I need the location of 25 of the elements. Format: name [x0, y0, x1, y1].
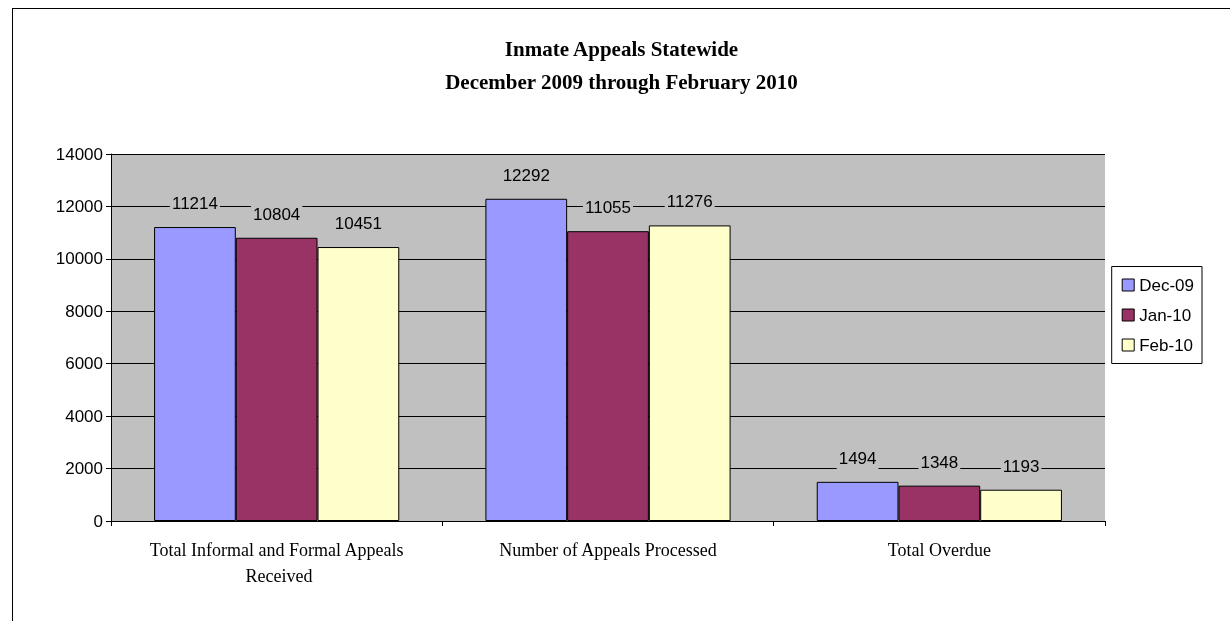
legend-label: Dec-09 — [1139, 275, 1195, 295]
data-label: 11214 — [171, 194, 218, 214]
y-tick-label: 0 — [93, 511, 103, 531]
data-label: 10804 — [253, 204, 301, 224]
y-tick-label: 8000 — [65, 301, 103, 321]
chart-title: Inmate Appeals Statewide — [504, 36, 739, 61]
y-tick-label: 14000 — [55, 144, 103, 164]
legend-label: Jan-10 — [1139, 305, 1192, 325]
y-tick-label: 6000 — [65, 354, 103, 374]
data-label: 1348 — [920, 452, 959, 472]
y-tick-label: 12000 — [55, 196, 103, 216]
data-label: 11055 — [584, 198, 632, 218]
y-tick-label: 10000 — [55, 249, 103, 269]
y-tick-label: 2000 — [65, 459, 103, 479]
x-tick-label: Total Informal and Formal Appeals Received — [149, 540, 404, 586]
x-tick-label: Total Overdue — [887, 540, 991, 560]
data-label: 12292 — [502, 165, 550, 185]
data-label: 11276 — [666, 192, 713, 212]
data-label: 1193 — [1002, 456, 1040, 476]
legend-label: Feb-10 — [1139, 335, 1194, 355]
data-label: 10451 — [334, 214, 383, 234]
x-tick-label: Number of Appeals Processed — [499, 540, 717, 560]
chart-subtitle: December 2009 through February 2010 — [445, 69, 798, 94]
data-label: 1494 — [838, 448, 877, 468]
y-tick-label: 4000 — [65, 406, 103, 426]
